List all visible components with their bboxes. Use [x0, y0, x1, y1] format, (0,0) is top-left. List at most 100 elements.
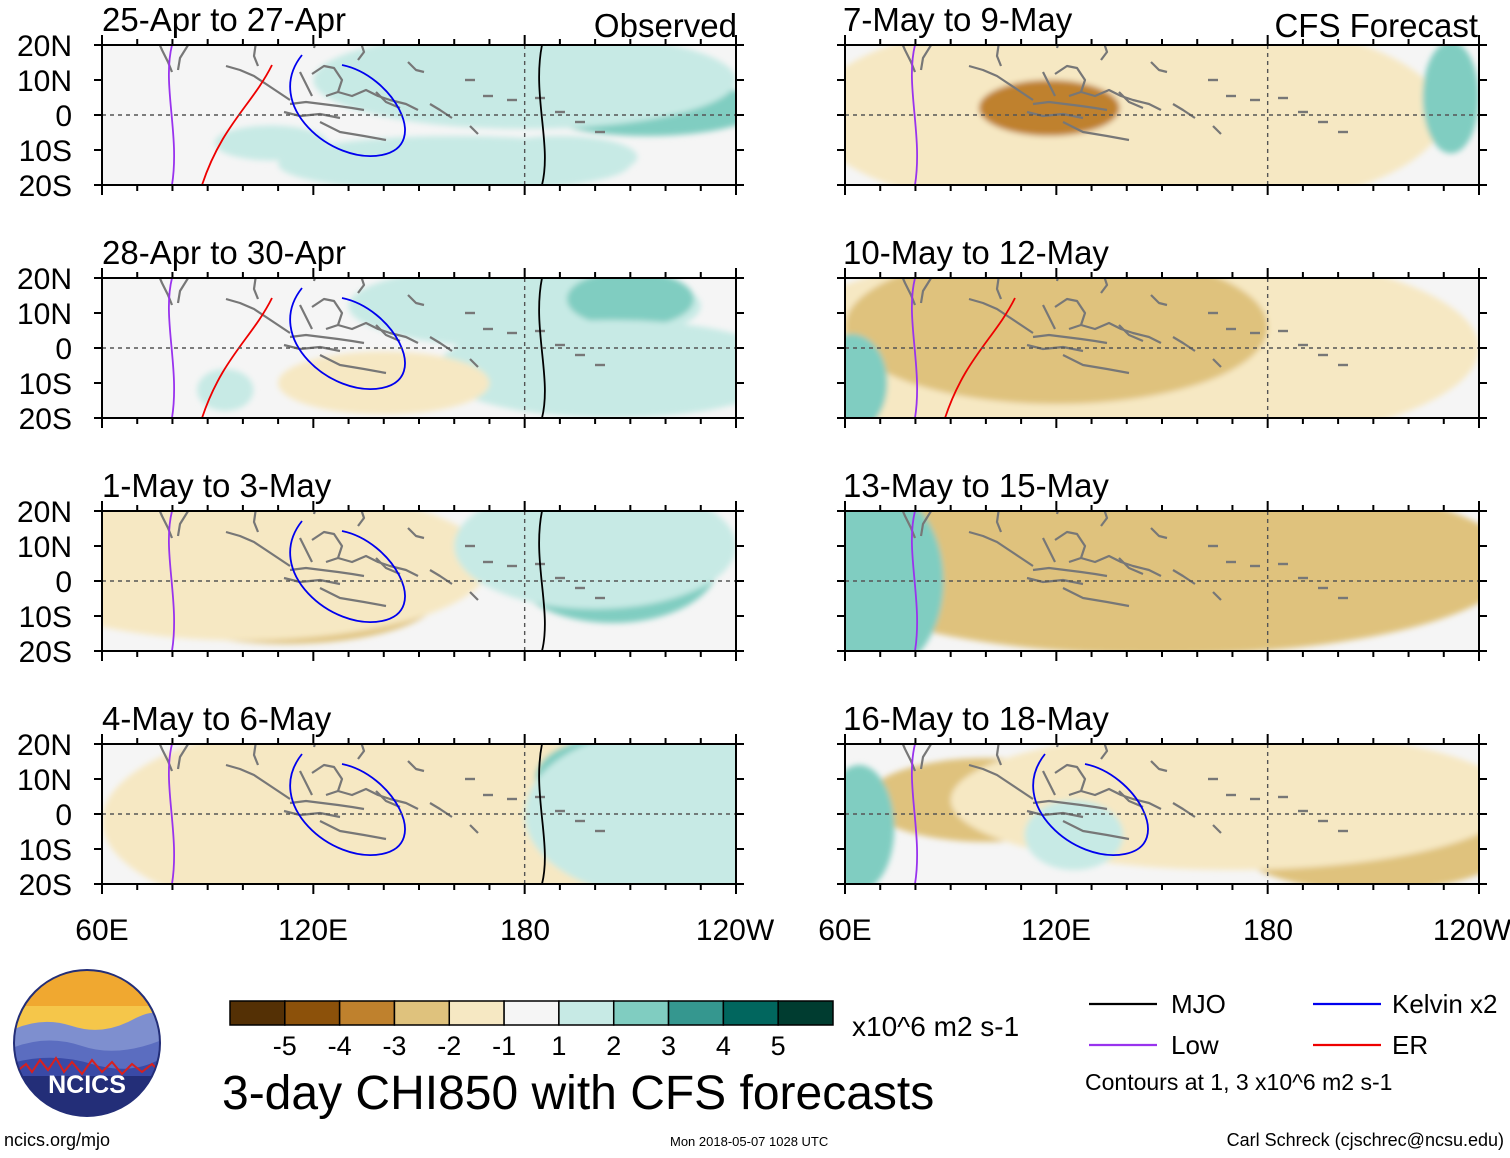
- coastline: [1042, 71, 1056, 97]
- wave-contours: [167, 511, 546, 651]
- coastline: [919, 45, 933, 71]
- y-tick-label: 20N: [17, 30, 72, 63]
- ticks: [94, 734, 744, 894]
- coastline: [357, 744, 366, 760]
- coastline: [407, 61, 425, 74]
- coastline: [1118, 557, 1144, 576]
- coastline: [176, 511, 190, 537]
- legend: MJO Low Kelvin x2 ER: [1089, 990, 1498, 1060]
- colorbar-swatch: [722, 1000, 779, 1026]
- y-tick-label: 20N: [17, 729, 72, 762]
- coastline: [311, 530, 344, 564]
- coastline: [1080, 88, 1162, 111]
- site-url[interactable]: ncics.org/mjo: [4, 1130, 111, 1150]
- colorbar-tick-label: -2: [437, 1031, 461, 1061]
- map-panels: 25-Apr to 27-Apr Observed 7-May to 9-May…: [17, 1, 1510, 947]
- anomaly-region: [436, 320, 736, 418]
- coastline: [289, 100, 365, 112]
- ticks: [94, 501, 744, 661]
- wave-contours: [167, 45, 546, 185]
- coastline: [225, 64, 291, 101]
- coastline: [319, 587, 387, 608]
- anomaly-region: [278, 351, 490, 415]
- kelvin-contour: [289, 753, 406, 856]
- colorbar-tick-label: -3: [382, 1031, 406, 1061]
- x-tick-label: 60E: [75, 914, 128, 947]
- panel-title-forecast-3: 13-May to 15-May: [843, 467, 1109, 504]
- coastline: [968, 530, 1034, 567]
- colorbar-swatch: [448, 1000, 505, 1026]
- coastline: [1080, 321, 1162, 344]
- coastlines: [901, 278, 1348, 375]
- coastline: [407, 294, 425, 307]
- coastlines: [901, 511, 1348, 608]
- colorbar-swatch: [777, 1000, 834, 1026]
- wave-contours: [167, 278, 546, 418]
- coastline: [1042, 304, 1056, 330]
- anomaly-region: [1024, 800, 1124, 870]
- coastline: [176, 744, 190, 770]
- x-tick-label: 120W: [1433, 914, 1510, 947]
- coastline: [1080, 787, 1162, 810]
- coastline: [1032, 333, 1108, 345]
- x-tick-label: 120E: [1021, 914, 1091, 947]
- ticks: [837, 734, 1487, 894]
- coastline: [375, 790, 401, 809]
- coastline: [337, 554, 419, 577]
- map-panel: [837, 501, 1487, 661]
- er-contour: [201, 297, 273, 418]
- er-contour: [944, 297, 1016, 418]
- coastline: [337, 787, 419, 810]
- y-tick-label: 0: [55, 333, 72, 366]
- y-tick-label: 10N: [17, 298, 72, 331]
- coastline: [1080, 554, 1162, 577]
- coastline: [1062, 354, 1130, 375]
- coastline: [337, 321, 419, 344]
- coastline: [1054, 763, 1087, 797]
- map-panel: [837, 268, 1487, 428]
- logo-text: NCICS: [48, 1071, 126, 1099]
- y-tick-label: 10S: [19, 834, 72, 867]
- coastline: [469, 125, 479, 135]
- colorbar-swatch: [558, 1000, 615, 1026]
- coastline: [1062, 587, 1130, 608]
- anomaly-region: [214, 125, 328, 161]
- x-tick-label: 180: [500, 914, 550, 947]
- kelvin-contour: [1032, 753, 1149, 856]
- coastline: [225, 763, 291, 800]
- low-contour: [167, 45, 175, 185]
- timestamp: Mon 2018-05-07 1028 UTC: [670, 1134, 829, 1149]
- mjo-contour: [538, 744, 546, 884]
- ticks: [94, 35, 744, 195]
- ticks: [94, 268, 744, 428]
- coastline: [1062, 121, 1130, 142]
- coastline: [469, 824, 479, 834]
- coastlines: [158, 744, 605, 841]
- y-tick-label: 10S: [19, 601, 72, 634]
- wave-contours: [167, 744, 546, 884]
- kelvin-contour: [289, 54, 406, 157]
- ticks: [837, 501, 1487, 661]
- y-tick-label: 0: [55, 100, 72, 133]
- coastline: [1100, 45, 1109, 61]
- coastline: [375, 324, 401, 343]
- coastline: [1042, 537, 1056, 563]
- y-tick-label: 10S: [19, 135, 72, 168]
- coastline: [252, 278, 260, 300]
- coastline: [919, 744, 933, 770]
- forecast-label: CFS Forecast: [1274, 7, 1478, 44]
- coastline: [319, 121, 387, 142]
- x-tick-label: 60E: [818, 914, 871, 947]
- observed-label: Observed: [594, 7, 737, 44]
- coastline: [995, 744, 1003, 766]
- coastline: [1042, 770, 1056, 796]
- ncics-logo: NCICS: [13, 969, 161, 1117]
- coastline: [375, 557, 401, 576]
- low-contour: [910, 744, 918, 884]
- legend-mjo-label: MJO: [1171, 990, 1226, 1019]
- wave-contours: [910, 744, 1149, 884]
- map-panel: [837, 734, 1487, 894]
- colorbar-swatch: [393, 1000, 451, 1026]
- anomaly-region: [454, 511, 736, 609]
- x-tick-label: 180: [1243, 914, 1293, 947]
